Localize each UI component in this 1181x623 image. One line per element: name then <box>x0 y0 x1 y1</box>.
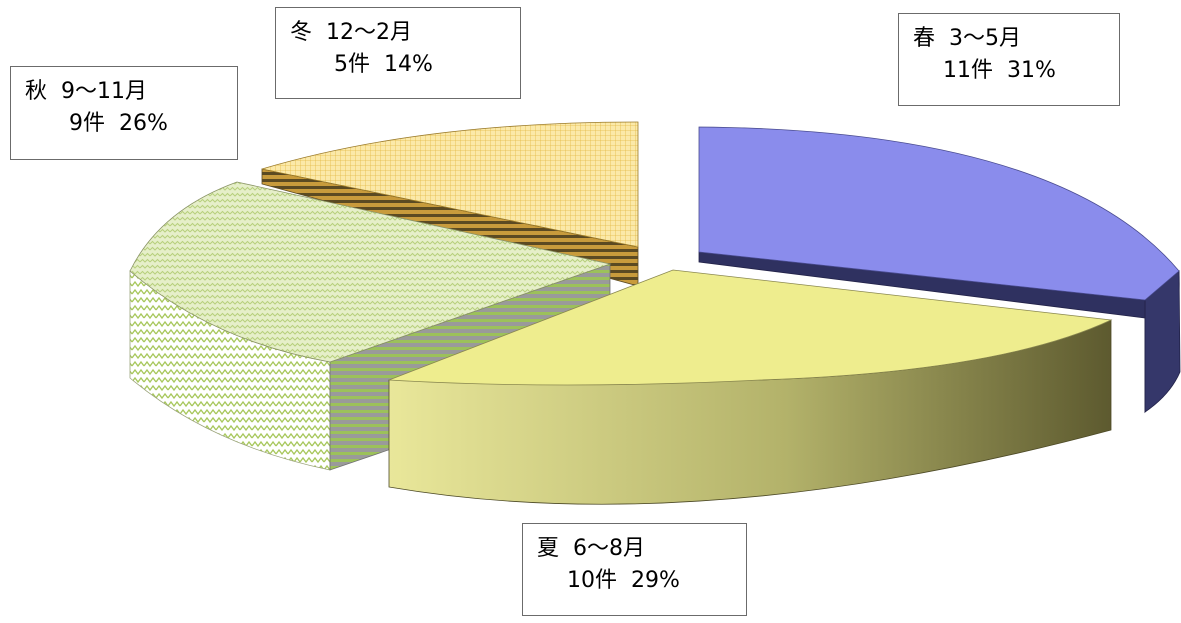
slice-spring <box>698 126 1181 414</box>
label-summer-count: 10件 <box>567 568 617 593</box>
label-autumn-season: 秋 <box>25 79 48 104</box>
label-spring: 春 3～5月 11件 31% <box>898 13 1120 106</box>
label-summer-percent: 29% <box>631 568 680 593</box>
label-summer-months: 6～8月 <box>573 536 646 561</box>
slice-spring-side-front <box>1144 270 1181 413</box>
slice-winter-top <box>261 121 639 248</box>
label-spring-season: 春 <box>913 26 936 51</box>
label-winter: 冬 12～2月 5件 14% <box>275 7 521 99</box>
slice-spring-top <box>698 126 1180 301</box>
label-winter-months: 12～2月 <box>326 20 413 45</box>
label-summer: 夏 6～8月 10件 29% <box>522 523 747 616</box>
slice-summer-top <box>388 269 1113 386</box>
label-winter-count: 5件 <box>334 52 370 77</box>
label-autumn-months: 9～11月 <box>61 79 148 104</box>
label-spring-count: 11件 <box>943 58 993 83</box>
label-winter-season: 冬 <box>290 20 313 45</box>
label-summer-season: 夏 <box>537 536 560 561</box>
label-spring-percent: 31% <box>1007 58 1056 83</box>
label-winter-percent: 14% <box>384 52 433 77</box>
label-spring-months: 3～5月 <box>949 26 1022 51</box>
label-autumn-count: 9件 <box>69 111 105 136</box>
slice-autumn-top <box>129 181 612 363</box>
label-autumn-percent: 26% <box>119 111 168 136</box>
slice-summer <box>388 269 1113 505</box>
label-autumn: 秋 9～11月 9件 26% <box>10 66 238 160</box>
